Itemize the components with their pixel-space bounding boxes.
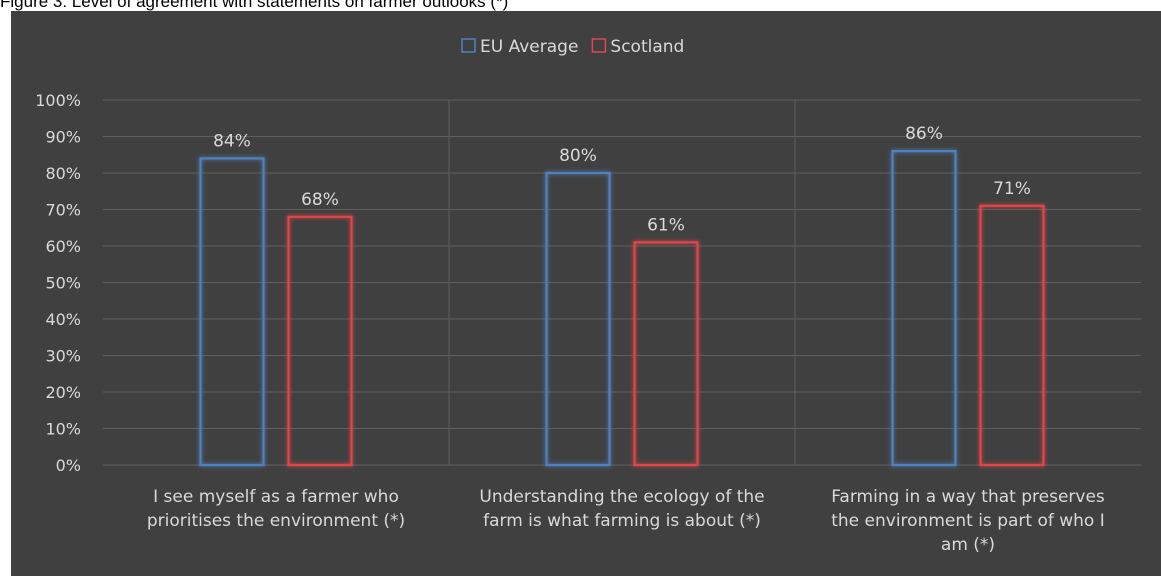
y-tick-label: 20% bbox=[45, 383, 81, 402]
data-label: 84% bbox=[213, 131, 251, 151]
category-label-line: the environment is part of who I bbox=[831, 511, 1105, 531]
data-label: 71% bbox=[993, 179, 1031, 199]
data-label: 80% bbox=[559, 146, 597, 166]
legend-entry: EU Average bbox=[480, 37, 578, 57]
y-tick-label: 80% bbox=[45, 164, 81, 183]
legend-entry: Scotland bbox=[610, 37, 684, 57]
y-tick-label: 70% bbox=[45, 201, 81, 220]
bars bbox=[199, 150, 1045, 467]
chart-background bbox=[11, 11, 1161, 576]
category-label-line: prioritises the environment (*) bbox=[147, 511, 405, 531]
y-tick-label: 60% bbox=[45, 237, 81, 256]
category-label: Understanding the ecology of the farm is … bbox=[479, 487, 764, 531]
legend-swatch bbox=[591, 38, 607, 53]
bar-eu-average bbox=[545, 171, 611, 467]
gridlines bbox=[103, 99, 1141, 466]
data-labels: 84% 68% 80% 61% 86% 71% bbox=[213, 124, 1031, 235]
data-label: 61% bbox=[647, 215, 685, 235]
category-label: Farming in a way that preserves the envir… bbox=[831, 487, 1105, 555]
category-label: I see myself as a farmer who prioritises … bbox=[147, 487, 405, 531]
y-tick-label: 30% bbox=[45, 347, 81, 366]
legend: EU Average Scotland bbox=[461, 37, 684, 57]
y-tick-label: 10% bbox=[45, 420, 81, 439]
data-label: 68% bbox=[301, 190, 339, 210]
bar-eu-average bbox=[199, 157, 265, 467]
x-axis: I see myself as a farmer who prioritises … bbox=[147, 487, 1105, 555]
bar-eu-average bbox=[891, 150, 957, 467]
category-label-line: I see myself as a farmer who bbox=[153, 487, 399, 507]
y-tick-label: 90% bbox=[45, 128, 81, 147]
legend-swatch bbox=[461, 38, 476, 53]
y-axis: 0% 10% 20% 30% 40% 50% 60% 70% 80% 90% 100% bbox=[35, 91, 81, 475]
y-tick-label: 50% bbox=[45, 274, 81, 293]
bar-scotland bbox=[979, 204, 1045, 467]
data-label: 86% bbox=[905, 124, 943, 144]
category-label-line: am (*) bbox=[941, 535, 995, 555]
bar-scotland bbox=[633, 241, 699, 467]
y-tick-label: 100% bbox=[35, 91, 81, 110]
figure-caption: Figure 3: Level of agreement with statem… bbox=[0, 0, 509, 11]
category-label-line: Farming in a way that preserves bbox=[831, 487, 1105, 507]
category-label-line: farm is what farming is about (*) bbox=[483, 511, 761, 531]
bar-scotland bbox=[287, 215, 353, 467]
category-label-line: Understanding the ecology of the bbox=[479, 487, 764, 507]
y-tick-label: 40% bbox=[45, 310, 81, 329]
y-tick-label: 0% bbox=[56, 456, 81, 475]
